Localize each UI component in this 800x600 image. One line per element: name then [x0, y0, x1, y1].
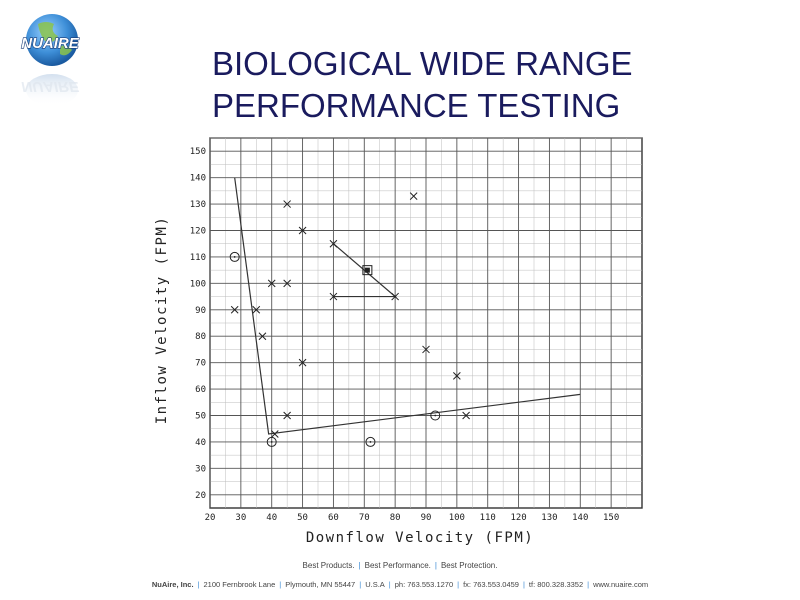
company-name: NuAire, Inc.: [151, 580, 194, 589]
chart-grid: [209, 137, 643, 509]
x-marker: [422, 345, 430, 354]
x-marker: [230, 305, 239, 314]
page-title: BIOLOGICAL WIDE RANGE PERFORMANCE TESTIN…: [212, 43, 692, 127]
circle-marker: [365, 436, 376, 447]
website-link[interactable]: www.nuaire.com: [593, 580, 649, 589]
tollfree: tf: 800.328.3352: [528, 580, 584, 589]
tagline-products: Best Products.: [302, 561, 355, 570]
x-axis-label: Downflow Velocity (FPM): [306, 530, 534, 546]
y-tick-label: 150: [190, 147, 206, 157]
logo-reflection: NUAIRE: [21, 78, 79, 95]
y-tick-label: 120: [190, 227, 206, 237]
x-tick-label: 100: [449, 513, 465, 523]
y-tick-label: 110: [190, 253, 206, 263]
circle-marker: [266, 436, 277, 447]
y-tick-label: 20: [195, 491, 206, 501]
x-tick-label: 90: [421, 513, 432, 523]
x-marker: [329, 292, 338, 301]
x-marker: [258, 332, 267, 341]
x-marker: [283, 411, 291, 420]
y-tick-label: 130: [190, 200, 206, 210]
y-tick-label: 80: [195, 332, 206, 342]
city: Plymouth, MN 55447: [285, 580, 356, 589]
boundary-line: [234, 177, 581, 435]
x-tick-label: 150: [603, 513, 619, 523]
x-tick-label: 30: [235, 513, 246, 523]
street: 2100 Fernbrook Lane: [203, 580, 276, 589]
y-tick-label: 30: [195, 464, 206, 474]
circle-marker: [229, 251, 240, 262]
country: U.S.A: [365, 580, 385, 589]
circle-marker: [430, 410, 441, 421]
x-marker: [409, 192, 418, 200]
x-tick-label: 110: [480, 513, 496, 523]
footer-tagline: Best Products. | Best Performance. | Best Pr…: [302, 561, 498, 570]
fax: fx: 763.553.0459: [463, 580, 519, 589]
chart-markers: [229, 192, 470, 447]
title-line-2: PERFORMANCE TESTING: [212, 87, 621, 124]
boundary-lines: [234, 177, 581, 435]
y-tick-label: 50: [195, 412, 206, 422]
x-tick-label: 140: [572, 513, 588, 523]
footer-address: NuAire, Inc. | 2100 Fernbrook Lane | Plymout…: [151, 580, 649, 589]
nuaire-logo: NUAIRE NUAIRE: [21, 14, 80, 106]
y-tick-label: 140: [190, 174, 206, 184]
x-tick-label: 50: [297, 513, 308, 523]
x-marker: [462, 411, 470, 420]
x-marker: [283, 200, 291, 208]
x-tick-label: 70: [359, 513, 370, 523]
logo-wordmark: NUAIRE: [21, 35, 79, 52]
tagline-performance: Best Performance.: [364, 561, 431, 570]
title-line-1: BIOLOGICAL WIDE RANGE: [212, 45, 633, 82]
square-marker: [362, 265, 373, 276]
y-tick-label: 100: [190, 279, 206, 289]
x-tick-label: 20: [205, 513, 216, 523]
x-marker: [453, 372, 461, 380]
x-marker: [298, 226, 307, 235]
x-marker: [329, 239, 338, 248]
y-tick-label: 40: [195, 438, 206, 448]
tagline-protection: Best Protection.: [440, 561, 498, 570]
y-axis-label: Inflow Velocity (FPM): [154, 216, 170, 425]
y-tick-label: 70: [195, 359, 206, 369]
x-tick-label: 60: [328, 513, 339, 523]
y-tick-label: 90: [195, 306, 206, 316]
phone: ph: 763.553.1270: [394, 580, 454, 589]
x-marker: [283, 279, 291, 288]
x-marker: [270, 430, 279, 438]
x-tick-label: 80: [390, 513, 401, 523]
x-marker: [252, 305, 261, 314]
x-tick-label: 130: [541, 513, 557, 523]
chart-ticks: 20 30 40 50 60 70 80 90 100 110 120 130 140 150 20 30 40…: [190, 147, 620, 523]
x-marker: [267, 279, 276, 288]
x-marker: [298, 358, 307, 367]
x-marker: [391, 292, 399, 301]
x-tick-label: 40: [266, 513, 277, 523]
x-tick-label: 120: [510, 513, 526, 523]
y-tick-label: 60: [195, 385, 206, 395]
